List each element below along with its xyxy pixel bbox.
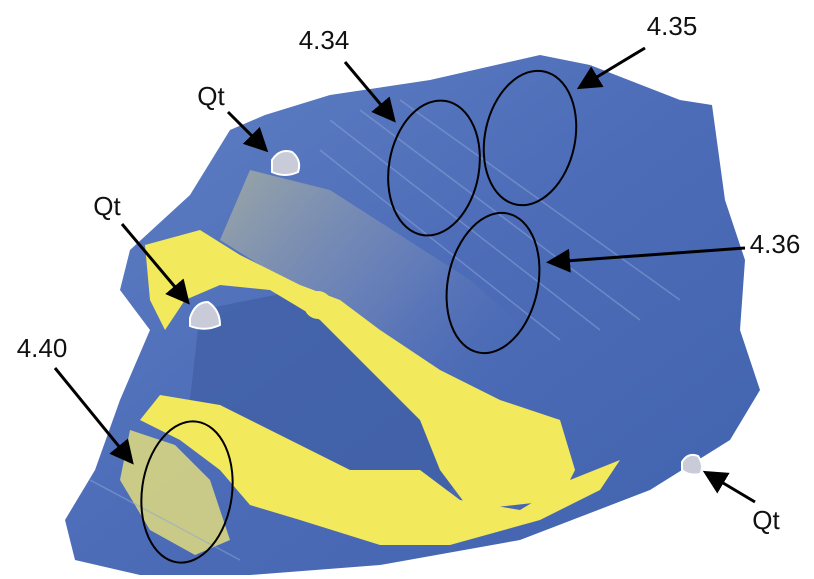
quartz-label: Qt [197,81,225,111]
arrow [226,110,269,153]
arrow [53,367,134,465]
spot-label: 4.36 [750,229,801,259]
analysis-spot [140,420,234,564]
arrow [702,470,756,504]
arrow [120,223,190,305]
yellow-zone [120,430,230,555]
analysis-spot [445,211,541,355]
quartz-grain [681,453,704,476]
spot-label: 4.40 [17,333,68,363]
quartz-grain [189,300,222,330]
arrow [343,61,396,123]
quartz-label: Qt [752,505,780,535]
yellow-zone [140,395,620,545]
bright-zone [220,170,560,420]
spot-label: 4.34 [299,25,350,55]
dark-core [190,290,470,520]
arrow [546,246,746,273]
arrow [576,46,646,90]
spot-label: 4.35 [647,11,698,41]
quartz-label: Qt [93,191,121,221]
yellow-blob [304,291,332,319]
analysis-spot [482,69,578,207]
quartz-grain [271,150,301,176]
analysis-spot [387,99,481,237]
yellow-zone [145,230,575,510]
